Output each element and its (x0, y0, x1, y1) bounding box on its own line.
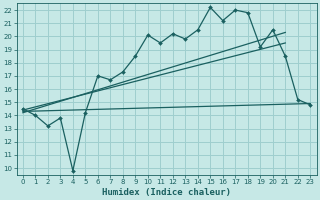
X-axis label: Humidex (Indice chaleur): Humidex (Indice chaleur) (102, 188, 231, 197)
